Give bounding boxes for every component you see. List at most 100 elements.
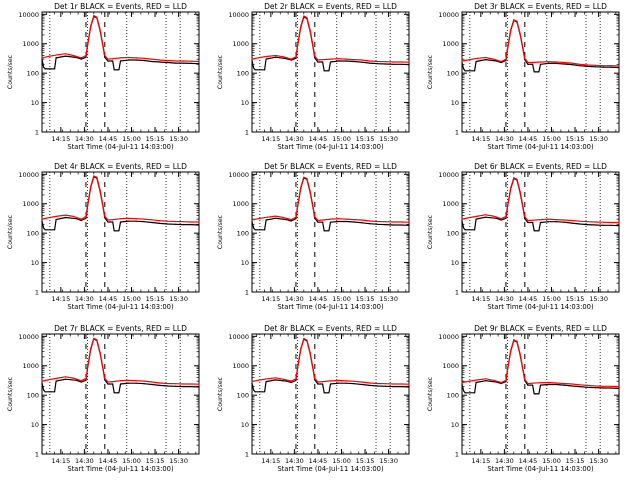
events-data-point [143, 383, 145, 385]
y-axis-label: Counts/sec [7, 214, 14, 249]
lld-data-point [587, 64, 589, 66]
lld-series-line [251, 176, 410, 223]
lld-data-point [93, 15, 95, 17]
lld-data-point [353, 380, 355, 382]
events-data-point [44, 229, 46, 231]
events-data-point [345, 382, 347, 384]
x-tick-label: 14:15 [471, 135, 490, 143]
lld-data-point [345, 380, 347, 382]
lld-data-point [602, 385, 604, 387]
lld-data-point [198, 221, 200, 223]
y-tick-label: 10000 [228, 171, 249, 179]
events-data-point [322, 61, 324, 63]
lld-series-line [461, 339, 620, 388]
lld-data-point [513, 19, 515, 21]
lld-data-point [539, 219, 542, 221]
x-tick-label: 14:30 [495, 135, 514, 143]
lld-data-point [127, 56, 129, 59]
lld-data-point [93, 175, 95, 177]
lld-data-point [107, 58, 109, 60]
events-data-point [159, 384, 161, 386]
lld-data-point [119, 57, 122, 59]
events-data-point [500, 61, 502, 64]
events-data-point [75, 56, 78, 59]
lld-data-point [151, 381, 153, 383]
lld-data-point [64, 214, 67, 216]
lld-data-point [555, 219, 557, 221]
lld-data-point [312, 368, 314, 370]
events-data-point [353, 383, 355, 385]
x-tick-label: 14:30 [75, 295, 94, 303]
events-data-point [264, 391, 266, 393]
lld-data-point [408, 383, 410, 385]
lld-data-point [290, 219, 292, 221]
events-data-point [41, 220, 43, 222]
events-data-point [55, 57, 57, 59]
events-data-point [107, 221, 109, 223]
lld-data-point [275, 54, 277, 57]
events-data-point [135, 382, 137, 384]
events-data-point [112, 383, 114, 385]
lld-data-point [485, 56, 487, 59]
lld-data-point [594, 221, 597, 223]
x-tick-label: 15:15 [146, 295, 165, 303]
events-series-line [251, 338, 410, 394]
x-axis-label: Start Time (04-Jul-11 14:03:00) [67, 465, 174, 473]
lld-data-point [524, 57, 526, 59]
lld-data-point [282, 56, 284, 58]
events-data-point [328, 70, 330, 72]
events-data-point [535, 393, 537, 395]
lld-data-point [492, 215, 494, 217]
lld-data-point [135, 218, 137, 220]
lld-data-point [500, 218, 502, 220]
lld-data-point [190, 221, 192, 223]
events-data-point [113, 392, 115, 394]
events-data-point [253, 227, 255, 229]
events-data-point [602, 66, 604, 68]
events-data-point [463, 390, 465, 392]
events-data-point [167, 61, 169, 64]
events-data-point [533, 71, 535, 73]
lld-data-point [314, 55, 316, 57]
lld-data-point [337, 379, 339, 382]
lld-data-point [408, 61, 410, 63]
lld-data-point [275, 215, 277, 217]
events-data-point [527, 221, 529, 224]
events-data-point [115, 392, 117, 394]
x-tick-label: 14:15 [51, 457, 70, 465]
x-tick-label: 15:30 [589, 457, 608, 465]
lld-data-point [527, 219, 529, 222]
y-tick-label: 1 [35, 451, 39, 459]
events-data-point [329, 61, 332, 63]
lld-data-point [602, 65, 604, 67]
lld-data-point [143, 380, 145, 382]
events-data-point [85, 379, 87, 381]
y-tick-label: 10 [451, 421, 459, 429]
events-data-point [610, 387, 612, 389]
x-tick-label: 15:30 [379, 295, 398, 303]
x-tick-label: 14:45 [309, 135, 328, 143]
events-data-point [495, 217, 498, 219]
lld-data-point [90, 348, 92, 350]
lld-data-point [303, 15, 305, 17]
events-data-point [75, 379, 78, 381]
events-data-point [345, 220, 347, 223]
plot-frame [41, 333, 200, 455]
lld-data-point [267, 378, 269, 380]
lld-data-point [571, 219, 573, 222]
x-tick-label: 14:30 [495, 457, 514, 465]
events-series-line [41, 176, 200, 232]
events-data-point [538, 230, 540, 232]
detector-panel: 1 10 100 1000 10000 14:15 14:30 14:45 15:00 15:15… [427, 2, 620, 151]
detector-panel: 1 10 100 1000 10000 14:15 14:30 14:45 15:00 15:15… [217, 162, 410, 311]
events-data-point [361, 383, 363, 386]
lld-data-point [85, 215, 87, 217]
events-data-point [610, 224, 612, 226]
events-data-point [80, 381, 82, 383]
lld-data-point [309, 352, 311, 354]
events-series-line [41, 15, 200, 71]
events-data-point [384, 63, 386, 65]
events-data-point [174, 385, 176, 387]
events-data-point [159, 222, 161, 224]
x-axis-label: Start Time (04-Jul-11 14:03:00) [67, 143, 174, 151]
